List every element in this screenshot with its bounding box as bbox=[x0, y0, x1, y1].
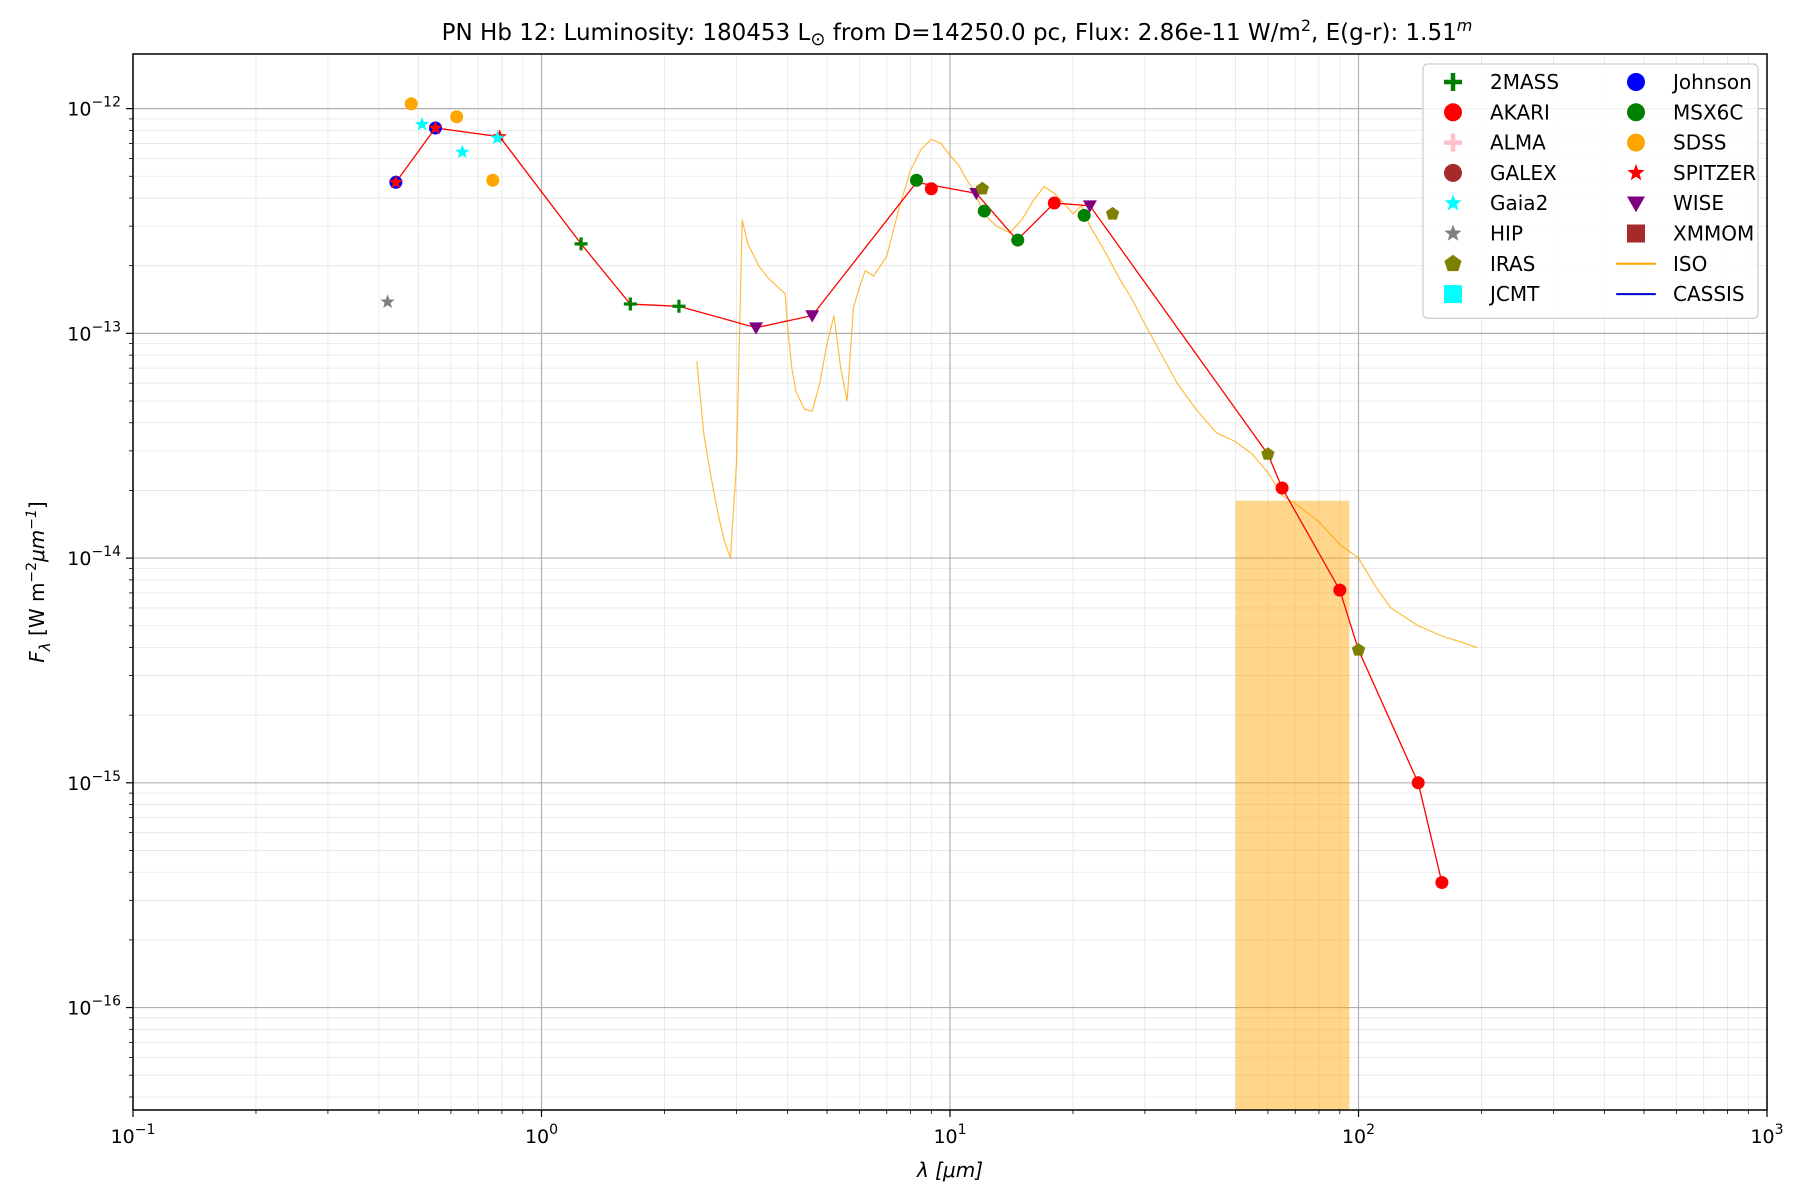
y-tick-label: 10−12 bbox=[67, 95, 121, 121]
legend-label-spitzer: SPITZER bbox=[1673, 161, 1756, 185]
legend-label-sdss: SDSS bbox=[1673, 131, 1727, 155]
legend-label-johnson: Johnson bbox=[1671, 70, 1752, 94]
legend-marker-johnson bbox=[1627, 73, 1645, 91]
marker-spitzer bbox=[388, 174, 403, 189]
marker-msx6c bbox=[1011, 233, 1025, 247]
iso-spectrum-line bbox=[696, 138, 1478, 649]
plot-data bbox=[380, 97, 1478, 1110]
iso-noise-band bbox=[1235, 500, 1350, 1110]
marker-2mass bbox=[623, 297, 637, 311]
x-axis-label: λ [μm] bbox=[916, 1158, 983, 1182]
legend-marker-xmmom bbox=[1627, 224, 1645, 243]
marker-sdss bbox=[450, 110, 464, 124]
marker-iras bbox=[1261, 447, 1275, 460]
marker-akari bbox=[924, 182, 938, 196]
legend-label-2mass: 2MASS bbox=[1490, 70, 1559, 94]
legend-label-cassis: CASSIS bbox=[1673, 282, 1745, 306]
x-tick-label: 102 bbox=[1342, 1122, 1375, 1148]
x-tick-label: 10−1 bbox=[111, 1122, 156, 1148]
y-tick-label: 10−14 bbox=[67, 544, 121, 570]
marker-msx6c bbox=[977, 204, 991, 218]
marker-akari bbox=[1275, 481, 1289, 495]
marker-msx6c bbox=[910, 173, 924, 187]
marker-wise bbox=[748, 322, 763, 335]
legend-label-hip: HIP bbox=[1490, 222, 1523, 246]
x-tick-label: 100 bbox=[525, 1122, 558, 1148]
marker-gaia2 bbox=[490, 130, 505, 145]
marker-wise bbox=[805, 310, 820, 323]
minor-grid bbox=[133, 54, 1767, 1110]
legend-marker-gaia2 bbox=[1444, 194, 1462, 211]
marker-hip bbox=[380, 294, 395, 308]
marker-msx6c bbox=[1077, 208, 1091, 222]
legend-label-akari: AKARI bbox=[1490, 100, 1550, 124]
legend-marker-galex bbox=[1444, 163, 1462, 182]
y-tick-label: 10−15 bbox=[67, 769, 121, 795]
marker-akari bbox=[1435, 876, 1449, 890]
legend-marker-wise bbox=[1627, 196, 1645, 213]
marker-2mass bbox=[672, 299, 686, 313]
x-tick-labels: 10−1 100 101 102 103 bbox=[111, 1122, 1784, 1148]
legend-label-wise: WISE bbox=[1673, 191, 1724, 215]
marker-sdss bbox=[486, 173, 500, 187]
y-tick-label: 10−13 bbox=[67, 319, 121, 345]
marker-akari bbox=[1047, 196, 1061, 210]
legend-label-msx6c: MSX6C bbox=[1673, 100, 1743, 124]
marker-akari bbox=[1411, 776, 1425, 790]
marker-iras bbox=[1351, 643, 1366, 656]
legend-marker-akari bbox=[1444, 103, 1462, 122]
marker-gaia2 bbox=[414, 117, 430, 131]
legend-marker-spitzer bbox=[1627, 163, 1645, 181]
legend-label-jcmt: JCMT bbox=[1488, 282, 1540, 306]
marker-iras bbox=[1105, 206, 1120, 220]
legend-label-galex: GALEX bbox=[1490, 161, 1557, 185]
photometry-markers bbox=[380, 97, 1449, 890]
iso-spectrum bbox=[696, 138, 1478, 1110]
x-tick-label: 103 bbox=[1750, 1122, 1783, 1148]
legend: 2MASS Johnson AKARI MSX6C ALMA SDSS GALEX SPITZ… bbox=[1422, 63, 1759, 319]
y-tick-labels: 10−12 10−13 10−14 10−15 10−16 bbox=[67, 95, 121, 1020]
legend-label-gaia2: Gaia2 bbox=[1490, 191, 1548, 215]
chart-title: PN Hb 12: Luminosity: 180453 L⊙ from D=1… bbox=[442, 16, 1473, 50]
marker-sdss bbox=[404, 97, 418, 111]
marker-iras bbox=[975, 181, 989, 195]
legend-label-xmmom: XMMOM bbox=[1673, 222, 1754, 246]
marker-wise bbox=[1082, 200, 1097, 213]
marker-2mass bbox=[574, 237, 588, 251]
axis-ticks bbox=[126, 108, 1768, 1117]
legend-marker-hip bbox=[1444, 224, 1462, 241]
marker-spitzer bbox=[428, 120, 443, 135]
legend-marker-alma bbox=[1444, 133, 1462, 152]
legend-box bbox=[1422, 63, 1759, 319]
x-tick-label: 101 bbox=[933, 1122, 966, 1148]
legend-label-alma: ALMA bbox=[1490, 131, 1546, 155]
legend-label-iras: IRAS bbox=[1490, 252, 1535, 276]
legend-marker-2mass bbox=[1444, 73, 1462, 91]
y-axis-label-subscript: λ bbox=[36, 642, 54, 652]
legend-marker-msx6c bbox=[1627, 103, 1645, 122]
sun-symbol: ⊙ bbox=[810, 29, 825, 50]
y-tick-label: 10−16 bbox=[67, 994, 121, 1020]
legend-label-iso: ISO bbox=[1673, 252, 1707, 276]
legend-marker-jcmt bbox=[1444, 285, 1462, 304]
marker-akari bbox=[1333, 583, 1347, 597]
legend-marker-sdss bbox=[1627, 133, 1645, 152]
marker-gaia2 bbox=[455, 144, 470, 159]
legend-marker-iras bbox=[1444, 254, 1462, 272]
